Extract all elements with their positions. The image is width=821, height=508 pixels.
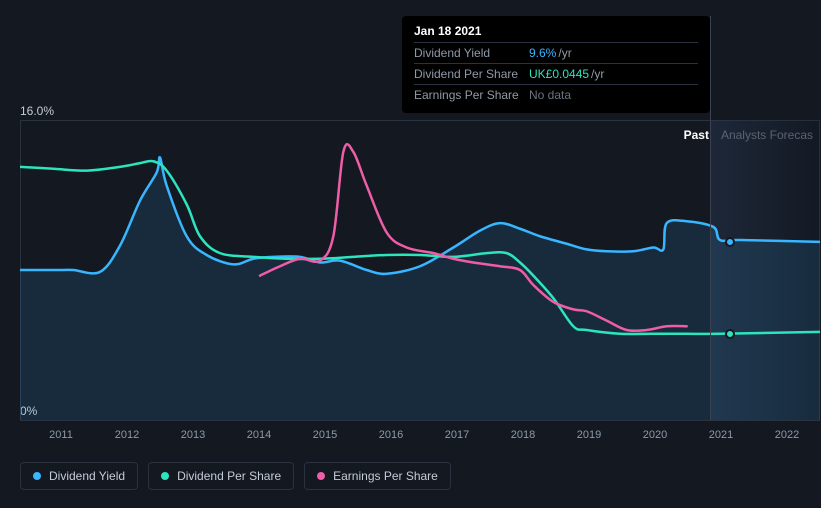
x-tick: 2011 bbox=[49, 429, 73, 441]
legend-item[interactable]: Dividend Yield bbox=[20, 462, 138, 490]
tooltip-row-value: UK£0.0445 bbox=[529, 67, 589, 81]
tab-past[interactable]: Past bbox=[684, 128, 709, 142]
tooltip-row-label: Earnings Per Share bbox=[414, 88, 529, 102]
hover-guide-line bbox=[710, 16, 711, 420]
legend-label: Earnings Per Share bbox=[333, 469, 438, 483]
tooltip-row-label: Dividend Yield bbox=[414, 46, 529, 60]
tooltip-row-value: 9.6% bbox=[529, 46, 556, 60]
tooltip-row-value: No data bbox=[529, 88, 571, 102]
x-tick: 2021 bbox=[709, 429, 733, 441]
y-axis-max-label: 16.0% bbox=[20, 104, 54, 118]
x-tick: 2019 bbox=[577, 429, 601, 441]
chart-svg bbox=[20, 120, 820, 420]
legend: Dividend Yield Dividend Per Share Earnings… bbox=[20, 462, 451, 490]
legend-item[interactable]: Dividend Per Share bbox=[148, 462, 294, 490]
tooltip-row-unit: /yr bbox=[591, 67, 604, 81]
legend-dot-icon bbox=[33, 472, 41, 480]
x-tick: 2018 bbox=[511, 429, 535, 441]
x-tick: 2017 bbox=[445, 429, 469, 441]
legend-label: Dividend Yield bbox=[49, 469, 125, 483]
x-axis: 2011 2012 2013 2014 2015 2016 2017 2018 2019 2020… bbox=[20, 420, 820, 444]
legend-dot-icon bbox=[317, 472, 325, 480]
marker-dividend-yield bbox=[725, 237, 735, 247]
time-range-tabs: Past Analysts Forecas bbox=[684, 128, 813, 142]
legend-label: Dividend Per Share bbox=[177, 469, 281, 483]
x-tick: 2020 bbox=[643, 429, 667, 441]
tooltip-row-label: Dividend Per Share bbox=[414, 67, 529, 81]
x-tick: 2012 bbox=[115, 429, 139, 441]
x-tick: 2014 bbox=[247, 429, 271, 441]
x-tick: 2022 bbox=[775, 429, 799, 441]
x-tick: 2015 bbox=[313, 429, 337, 441]
x-tick: 2013 bbox=[181, 429, 205, 441]
legend-item[interactable]: Earnings Per Share bbox=[304, 462, 451, 490]
tab-forecast[interactable]: Analysts Forecas bbox=[721, 128, 813, 142]
x-tick: 2016 bbox=[379, 429, 403, 441]
tooltip-row: Earnings Per ShareNo data bbox=[414, 84, 698, 105]
legend-dot-icon bbox=[161, 472, 169, 480]
hover-tooltip: Jan 18 2021 Dividend Yield9.6% /yrDivide… bbox=[402, 16, 710, 113]
tooltip-row: Dividend Per ShareUK£0.0445 /yr bbox=[414, 63, 698, 84]
tooltip-row: Dividend Yield9.6% /yr bbox=[414, 42, 698, 63]
tooltip-row-unit: /yr bbox=[558, 46, 571, 60]
tooltip-date: Jan 18 2021 bbox=[414, 24, 698, 38]
marker-dividend-per-share bbox=[725, 329, 735, 339]
